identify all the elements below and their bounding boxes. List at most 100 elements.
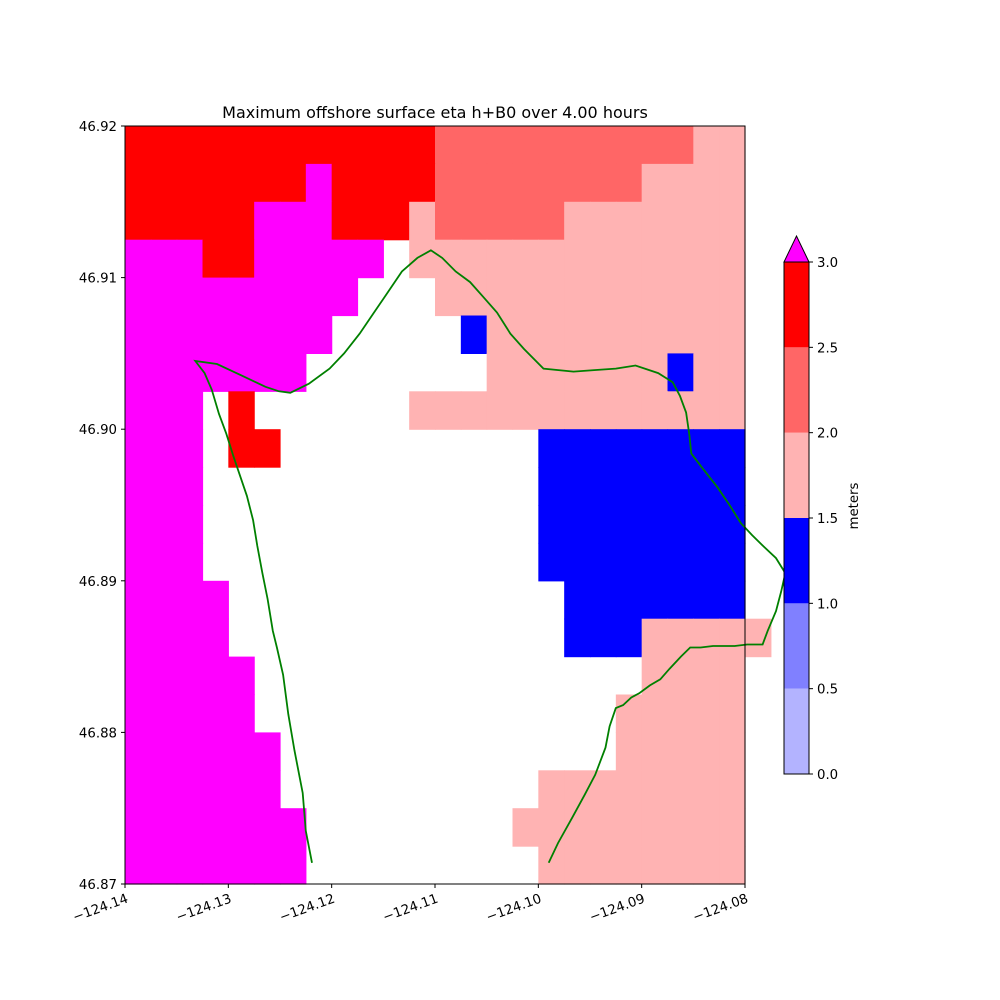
heatmap-cell	[641, 580, 669, 620]
plot-area	[124, 125, 787, 885]
heatmap-cell	[590, 429, 617, 468]
colorbar-tick-label: 1.0	[817, 597, 838, 612]
heatmap-cell	[615, 846, 643, 885]
heatmap-cell	[228, 277, 255, 317]
heatmap-cell	[615, 732, 643, 771]
heatmap-cell	[125, 580, 152, 620]
heatmap-cell	[667, 467, 694, 506]
heatmap-cell	[590, 846, 617, 885]
heatmap-cell	[564, 429, 591, 468]
heatmap-cell	[641, 770, 669, 809]
heatmap-cell	[409, 391, 436, 430]
heatmap-cell	[125, 846, 152, 885]
heatmap-cell	[719, 542, 746, 582]
heatmap-cell	[512, 277, 539, 317]
heatmap-cell	[228, 239, 255, 279]
heatmap-cell	[641, 618, 669, 658]
heatmap-cell	[125, 467, 152, 506]
heatmap-cell	[228, 126, 255, 165]
heatmap-cell	[719, 277, 746, 317]
heatmap-cell	[615, 353, 643, 392]
heatmap-cell	[693, 542, 720, 582]
heatmap-cell	[641, 239, 669, 279]
heatmap-cell	[254, 201, 281, 241]
heatmap-cell	[305, 315, 333, 354]
heatmap-cell	[615, 505, 643, 544]
heatmap-cell	[693, 391, 720, 430]
heatmap-cell	[150, 580, 178, 620]
heatmap-cell	[693, 732, 720, 771]
heatmap-cell	[228, 846, 255, 885]
heatmap-cell	[125, 391, 152, 430]
heatmap-cell	[538, 126, 565, 165]
heatmap-cell	[331, 277, 359, 317]
y-tick-label: 46.90	[79, 423, 117, 438]
heatmap-cell	[331, 126, 359, 165]
heatmap-cell	[719, 580, 746, 620]
heatmap-cell	[512, 126, 539, 165]
heatmap-cell	[280, 239, 307, 279]
heatmap-cell	[667, 656, 694, 696]
heatmap-cell	[176, 542, 204, 582]
heatmap-cell	[176, 770, 204, 809]
heatmap-cell	[486, 353, 514, 392]
heatmap-cell	[615, 239, 643, 279]
heatmap-cell	[615, 618, 643, 658]
heatmap-cell	[176, 315, 204, 354]
heatmap-cell	[667, 505, 694, 544]
heatmap-cell	[512, 163, 539, 203]
heatmap-cell	[641, 808, 669, 847]
heatmap-cell	[228, 315, 255, 354]
heatmap-cell	[202, 126, 229, 165]
heatmap-cell	[667, 694, 694, 733]
heatmap-cell	[202, 846, 229, 885]
heatmap-cell	[150, 163, 178, 203]
heatmap-cell	[228, 770, 255, 809]
heatmap-cell	[125, 732, 152, 771]
heatmap-cell	[667, 808, 694, 847]
heatmap-cell	[486, 163, 514, 203]
heatmap-cell	[176, 808, 204, 847]
heatmap-cell	[667, 353, 694, 392]
heatmap-cell	[693, 808, 720, 847]
heatmap-cell	[357, 163, 384, 203]
heatmap-cell	[667, 846, 694, 885]
heatmap-cell	[615, 277, 643, 317]
heatmap-cell	[176, 618, 204, 658]
heatmap-cell	[150, 353, 178, 392]
coastline-line	[193, 249, 787, 864]
heatmap-cell	[176, 656, 204, 696]
heatmap-cell	[693, 239, 720, 279]
heatmap-cell	[719, 467, 746, 506]
heatmap-cell	[176, 277, 204, 317]
heatmap-cell	[254, 315, 281, 354]
heatmap-cell	[254, 163, 281, 203]
heatmap-cell	[719, 239, 746, 279]
heatmap-cell	[641, 391, 669, 430]
heatmap-cell	[615, 580, 643, 620]
heatmap-cell	[176, 353, 204, 392]
heatmap-cell	[202, 201, 229, 241]
heatmap-cell	[280, 201, 307, 241]
heatmap-cell	[719, 163, 746, 203]
heatmap-cell	[538, 201, 565, 241]
heatmap-cell	[615, 391, 643, 430]
heatmap-cell	[202, 277, 229, 317]
heatmap-cell	[590, 505, 617, 544]
heatmap-cell	[176, 429, 204, 468]
heatmap-cell	[435, 277, 462, 317]
heatmap-cell	[564, 353, 591, 392]
heatmap-cell	[719, 353, 746, 392]
heatmap-cell	[125, 770, 152, 809]
heatmap-cell	[305, 277, 333, 317]
heatmap-cell	[435, 201, 462, 241]
heatmap-cell	[693, 656, 720, 696]
heatmap-cell	[150, 694, 178, 733]
heatmap-cell	[280, 277, 307, 317]
heatmap-cell	[125, 429, 152, 468]
heatmap-cell	[615, 163, 643, 203]
heatmap-cell	[719, 126, 746, 165]
heatmap-cell	[590, 277, 617, 317]
heatmap-cell	[667, 580, 694, 620]
